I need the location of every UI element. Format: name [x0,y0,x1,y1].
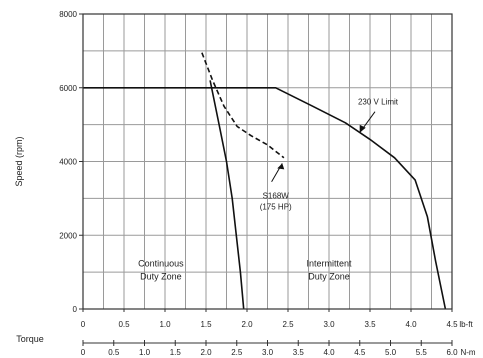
x-tick-label-nm: 5.5 [416,348,428,357]
x-tick-label-nm: 4.5 [354,348,366,357]
x-tick-label-nm: 0.5 [108,348,120,357]
y-tick-label: 0 [73,305,78,314]
annotation-230v-limit: 230 V Limit [358,97,399,106]
zone-intermittent-line2: Duty Zone [308,272,350,282]
x-tick-label-nm: 4.0 [323,348,335,357]
x-tick-label-lbft: 0 [81,320,86,329]
y-tick-label: 4000 [59,158,77,167]
x-tick-label-nm: 1.0 [139,348,151,357]
x-tick-label-nm: 2.5 [231,348,243,357]
x-tick-label-nm: 6.0 [446,348,458,357]
zone-continuous-line2: Duty Zone [140,272,182,282]
x-tick-label-lbft: 0.5 [118,320,130,329]
y-tick-label: 8000 [59,10,77,19]
x-tick-label-lbft: 2.5 [282,320,294,329]
x-tick-label-nm: 3.5 [293,348,305,357]
annotation-arrowhead [359,124,366,133]
x-tick-label-lbft: 2.0 [241,320,253,329]
annotation-s168w-hp: (175 HP) [260,202,292,211]
x-tick-label-lbft: 1.5 [200,320,212,329]
curve-solid [209,80,245,310]
chart-labels: 0 2000 4000 6000 8000 Speed (rpm) 0 0.5 1.0 1.5 2.… [14,10,476,357]
x-tick-label-nm: 5.0 [385,348,397,357]
annotation-s168w: S168W [263,191,290,200]
annotation-arrowhead [277,163,285,170]
x-tick-label-lbft: 4.5 [446,320,458,329]
chart-curves [83,52,447,310]
x-tick-label-nm: 3.0 [262,348,274,357]
x-axis-unit-lbft: lb-ft [459,320,473,329]
x-tick-label-lbft: 3.5 [364,320,376,329]
torque-label: Torque [16,334,44,344]
x-axis-unit-nm: N-m [460,348,475,357]
x-tick-label-nm: 1.5 [170,348,182,357]
zone-continuous-line1: Continuous [138,259,184,269]
x-tick-label-lbft: 4.0 [405,320,417,329]
curve-dashed [201,52,285,159]
y-tick-label: 2000 [59,231,77,240]
x-tick-label-nm: 2.0 [200,348,212,357]
axes [79,13,453,346]
y-tick-label: 6000 [59,84,77,93]
x-tick-label-nm: 0 [81,348,86,357]
zone-intermittent-line1: Intermittent [306,259,352,269]
y-axis-title: Speed (rpm) [14,136,24,186]
curve-solid [83,87,447,310]
x-tick-label-lbft: 3.0 [323,320,335,329]
x-tick-label-lbft: 1.0 [159,320,171,329]
